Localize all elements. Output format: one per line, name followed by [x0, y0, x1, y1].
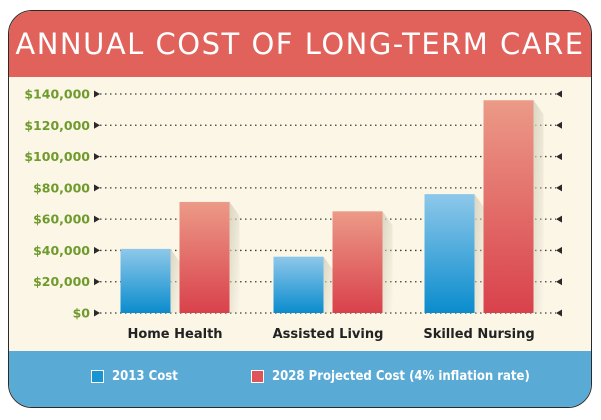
gridline-left-arrow: [94, 121, 100, 129]
bar-shadow: [533, 100, 544, 313]
bar-shadow: [382, 211, 393, 313]
x-tick-label: Assisted Living: [273, 327, 384, 342]
gridline-left-arrow: [94, 153, 100, 161]
x-tick-label: Skilled Nursing: [423, 327, 534, 342]
bar-shadow: [323, 256, 334, 313]
bar-2028: [332, 211, 383, 313]
gridline-left-arrow: [94, 215, 100, 223]
gridline-left-arrow: [94, 246, 100, 254]
legend-item-2013: 2013 Cost: [91, 369, 178, 384]
gridline-left-arrow: [94, 90, 100, 98]
gridline-right-arrow: [556, 309, 562, 317]
y-tick-label: $100,000: [24, 149, 90, 164]
legend-swatch-2013: [91, 370, 104, 383]
chart-header: ANNUAL COST OF LONG-TERM CARE: [9, 11, 591, 77]
gridline-right-arrow: [556, 246, 562, 254]
y-tick-label: $120,000: [24, 118, 90, 133]
y-tick-label: $20,000: [33, 274, 90, 289]
gridline-right-arrow: [556, 90, 562, 98]
legend-item-2028: 2028 Projected Cost (4% inflation rate): [251, 369, 530, 384]
gridline-right-arrow: [556, 121, 562, 129]
chart-title: ANNUAL COST OF LONG-TERM CARE: [15, 27, 585, 61]
bar-2013: [273, 256, 324, 313]
gridline-right-arrow: [556, 184, 562, 192]
y-tick-label: $0: [73, 306, 91, 321]
y-tick-label: $40,000: [33, 243, 90, 258]
y-tick-label: $60,000: [33, 212, 90, 227]
bar-shadow: [170, 248, 181, 313]
bar-shadow: [474, 194, 485, 313]
gridline-right-arrow: [556, 215, 562, 223]
gridline-right-arrow: [556, 153, 562, 161]
gridline-left-arrow: [94, 184, 100, 192]
bar-shadow: [229, 201, 240, 313]
gridline-right-arrow: [556, 278, 562, 286]
y-tick-label: $80,000: [33, 180, 90, 195]
bar-2013: [120, 248, 171, 313]
gridline-left-arrow: [94, 309, 100, 317]
x-tick-label: Home Health: [127, 327, 222, 342]
gridline-left-arrow: [94, 278, 100, 286]
bar-2028: [179, 201, 230, 313]
legend-bar: 2013 Cost 2028 Projected Cost (4% inflat…: [9, 351, 591, 407]
legend-label-2013: 2013 Cost: [112, 369, 178, 384]
y-tick-label: $140,000: [24, 87, 90, 102]
legend-label-2028: 2028 Projected Cost (4% inflation rate): [272, 369, 530, 384]
bar-2028: [483, 100, 534, 313]
legend-swatch-2028: [251, 370, 264, 383]
bar-2013: [424, 194, 475, 313]
